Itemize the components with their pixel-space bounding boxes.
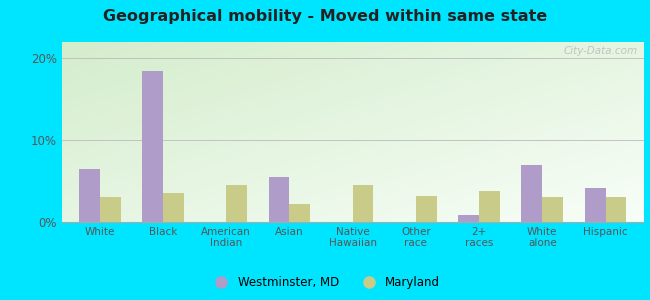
Bar — [79, 169, 99, 222]
Text: City-Data.com: City-Data.com — [564, 46, 638, 56]
Legend: Westminster, MD, Maryland: Westminster, MD, Maryland — [205, 272, 445, 294]
Bar — [585, 188, 606, 222]
Bar — [521, 165, 542, 222]
Bar — [163, 194, 184, 222]
Bar — [606, 197, 627, 222]
Bar — [458, 215, 479, 222]
Bar — [99, 197, 120, 222]
Bar — [268, 177, 289, 222]
Text: Geographical mobility - Moved within same state: Geographical mobility - Moved within sam… — [103, 9, 547, 24]
Bar — [142, 70, 163, 222]
Bar — [542, 197, 563, 222]
Bar — [416, 196, 437, 222]
Bar — [352, 185, 374, 222]
Bar — [289, 204, 310, 222]
Bar — [479, 191, 500, 222]
Bar — [226, 185, 247, 222]
